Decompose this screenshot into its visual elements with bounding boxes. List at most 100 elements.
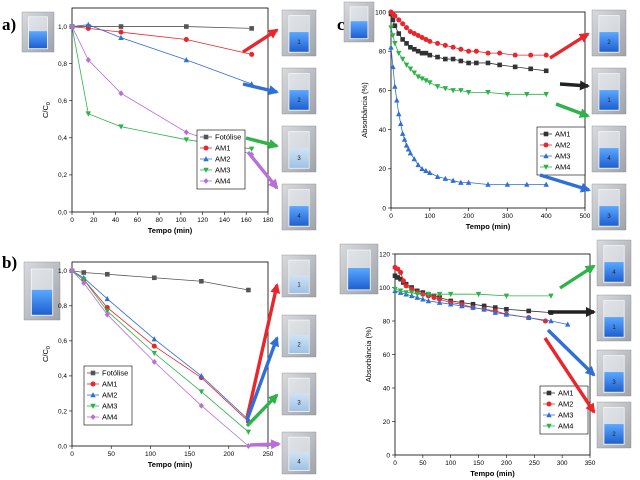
data-point: [392, 286, 398, 293]
sample-photo-1: 1: [281, 9, 317, 57]
y-axis-label-subscript: 0: [46, 102, 52, 105]
beaker-liquid: [604, 317, 624, 337]
legend-entry: Fotólise: [102, 369, 128, 378]
y-axis-label-subscript: 0: [46, 346, 52, 349]
beaker-liquid: [289, 393, 309, 412]
data-point: [118, 34, 124, 40]
data-point: [390, 33, 396, 39]
beaker-liquid: [289, 32, 309, 52]
panel-2-arrows: [245, 283, 281, 450]
arrow-head-icon: [267, 393, 279, 405]
x-tick-label: 50: [419, 460, 427, 467]
x-tick-label: 150: [473, 460, 484, 467]
legend-swatch-marker: [203, 156, 209, 162]
data-point: [118, 29, 124, 35]
data-point: [565, 321, 571, 327]
x-tick-label: 300: [557, 460, 568, 467]
legend-entry: AM3: [555, 152, 570, 161]
legend-swatch-marker: [90, 392, 96, 398]
pointer-arrow: [245, 283, 281, 419]
pointer-arrow: [546, 328, 596, 377]
legend-swatch-marker: [203, 178, 209, 184]
y-tick-label: 40: [379, 127, 387, 134]
panel-4-arrows: [543, 264, 596, 414]
legend-entry: AM4: [555, 163, 570, 172]
series-line: [72, 26, 252, 29]
data-point: [442, 86, 449, 92]
data-point: [85, 21, 92, 27]
sample-photo-3: 3: [596, 349, 632, 397]
beaker-liquid: [289, 275, 309, 294]
data-point: [466, 60, 471, 66]
jar-number-label: 2: [297, 342, 301, 348]
legend-swatch-marker: [203, 145, 209, 151]
data-point: [548, 318, 554, 324]
legend-entry: AM4: [102, 413, 117, 422]
data-point: [434, 84, 441, 90]
sample-photo-4: 4: [281, 431, 317, 475]
beaker-liquid: [31, 289, 53, 315]
data-point: [503, 311, 510, 317]
data-point: [118, 90, 124, 97]
x-tick-label: 300: [502, 213, 513, 220]
y-tick-label: 80: [379, 49, 387, 56]
beaker-liquid: [29, 31, 47, 49]
data-point: [245, 443, 251, 449]
data-point: [492, 305, 498, 310]
legend-entry: AM2: [102, 391, 117, 400]
x-tick-label: 100: [145, 451, 156, 458]
legend-swatch-marker: [543, 153, 549, 159]
data-point: [398, 269, 404, 275]
x-tick-label: 140: [219, 217, 230, 224]
jar-number-label: 4: [607, 156, 611, 162]
data-point: [419, 76, 425, 82]
data-point: [448, 291, 454, 298]
x-tick-label: 0: [393, 460, 397, 467]
data-point: [411, 31, 417, 37]
data-point: [423, 167, 429, 174]
data-point: [81, 277, 87, 283]
data-point: [400, 21, 406, 27]
data-point: [485, 50, 491, 56]
sample-photo-2: 1: [596, 294, 632, 342]
data-point: [443, 56, 448, 62]
y-tick-label: 0,0: [58, 443, 67, 450]
initial-sample-photo: [343, 1, 375, 43]
legend-swatch-marker: [90, 381, 96, 387]
data-point: [104, 295, 110, 302]
y-tick-label: 100: [375, 9, 386, 16]
data-point: [503, 293, 510, 299]
data-point: [392, 41, 398, 47]
data-point: [118, 124, 124, 130]
legend-entry: AM2: [215, 155, 230, 164]
y-tick-label: 0,8: [58, 61, 67, 68]
data-point: [249, 51, 255, 57]
legend-swatch-marker: [90, 414, 96, 420]
x-axis-label: Tempo (min): [148, 226, 193, 235]
data-point: [396, 111, 402, 117]
panel-letter: a): [2, 15, 16, 34]
data-point: [104, 308, 110, 314]
x-tick-label: 100: [424, 213, 435, 220]
data-point: [411, 156, 417, 162]
y-tick-label: 0,2: [58, 408, 67, 415]
beaker-liquid: [289, 148, 309, 168]
legend-entry: AM1: [558, 389, 573, 398]
data-point: [528, 66, 533, 72]
data-point: [407, 66, 414, 72]
data-point: [390, 63, 396, 70]
data-point: [403, 142, 410, 148]
legend-swatch-marker: [543, 131, 549, 137]
data-point: [392, 13, 398, 19]
data-point: [450, 88, 456, 94]
data-point: [151, 343, 157, 349]
chart-panel-4: d)050100150200250300350020406080100120Te…: [339, 239, 632, 478]
x-tick-label: 400: [541, 213, 552, 220]
data-point: [492, 309, 498, 315]
legend: Fotólise AM1 AM2 AM3 AM4: [196, 129, 246, 190]
data-point: [407, 150, 414, 156]
data-point: [466, 48, 472, 54]
series-am3: [392, 287, 571, 327]
y-tick-label: 0,2: [58, 172, 67, 179]
jar-number-label: 3: [297, 156, 301, 162]
